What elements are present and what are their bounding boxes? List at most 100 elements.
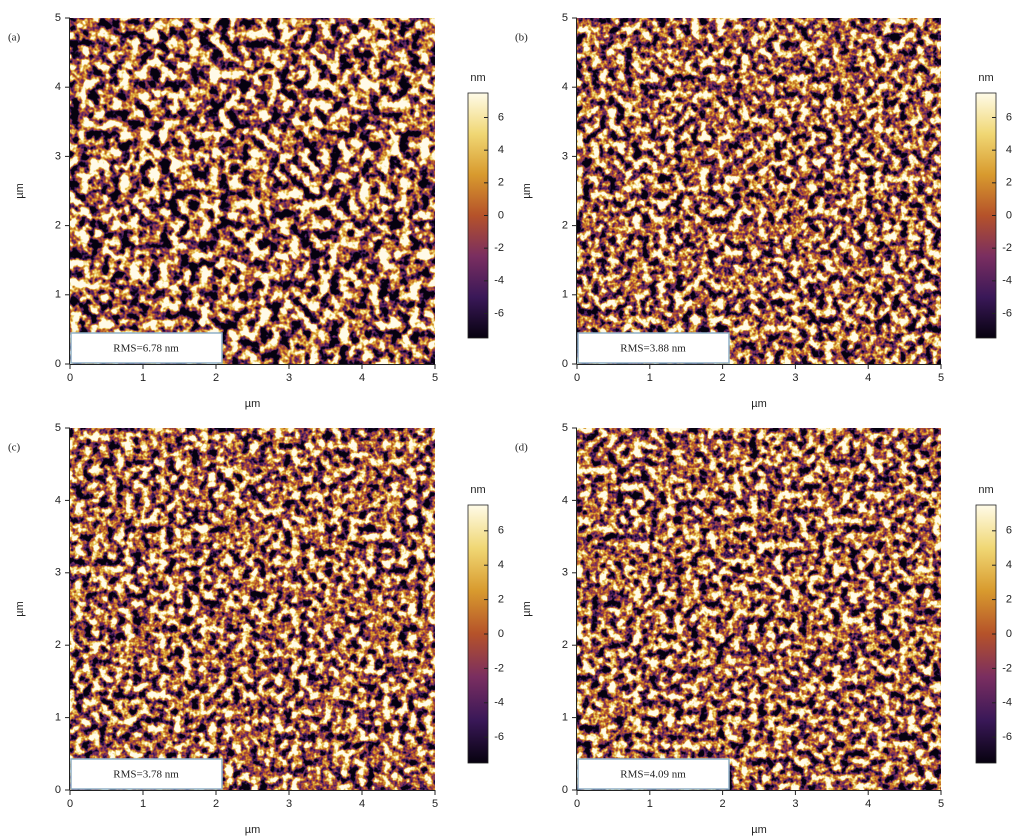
- x-tick-label: 2: [720, 798, 726, 810]
- y-tick-label: 4: [562, 494, 568, 506]
- y-tick-label: 1: [562, 289, 568, 301]
- y-tick-label: 5: [562, 422, 568, 434]
- y-tick-label: 2: [562, 639, 568, 651]
- x-tick-label: 0: [67, 798, 73, 810]
- y-tick-label: 4: [55, 494, 61, 506]
- colorbar-tick-label: -6: [494, 307, 504, 319]
- panel-label: (d): [515, 442, 528, 454]
- y-tick-label: 5: [55, 12, 61, 24]
- y-tick-label: 3: [562, 567, 568, 579]
- afm-image: [577, 428, 941, 790]
- colorbar-label: nm: [470, 72, 485, 84]
- y-axis-label: µm: [521, 183, 533, 199]
- colorbar-tick-label: -2: [494, 242, 504, 254]
- annotation-box: [70, 758, 223, 790]
- colorbar-tick-label: 2: [1006, 177, 1012, 189]
- afm-image: [70, 18, 435, 364]
- annotation: RMS=4.09 nm: [620, 769, 686, 781]
- y-tick-label: 1: [55, 712, 61, 724]
- colorbar-tick-label: -4: [494, 275, 504, 287]
- x-tick-label: 4: [865, 798, 871, 810]
- x-tick-label: 3: [792, 372, 798, 384]
- y-tick-label: 0: [55, 358, 61, 370]
- y-tick-label: 1: [562, 712, 568, 724]
- afm-image: [70, 428, 435, 790]
- x-tick-label: 2: [213, 798, 219, 810]
- x-tick-label: 5: [432, 798, 438, 810]
- y-tick-label: 0: [55, 784, 61, 796]
- y-tick-label: 3: [562, 150, 568, 162]
- y-tick-label: 4: [55, 81, 61, 93]
- annotation-box: [70, 332, 223, 364]
- y-tick-label: 2: [55, 220, 61, 232]
- y-tick-label: 2: [55, 639, 61, 651]
- colorbar-label: nm: [470, 484, 485, 496]
- x-tick-label: 0: [574, 798, 580, 810]
- x-axis-label: µm: [245, 398, 261, 410]
- x-tick-label: 2: [720, 372, 726, 384]
- x-tick-label: 0: [574, 372, 580, 384]
- x-tick-label: 3: [286, 798, 292, 810]
- y-axis-label: µm: [14, 183, 26, 199]
- colorbar-label: nm: [978, 484, 993, 496]
- y-tick-label: 2: [562, 220, 568, 232]
- x-tick-label: 0: [67, 372, 73, 384]
- colorbar-tick-label: 2: [498, 594, 504, 606]
- x-tick-label: 1: [647, 372, 653, 384]
- colorbar-label: nm: [978, 72, 993, 84]
- x-tick-label: 1: [140, 372, 146, 384]
- y-tick-label: 0: [562, 784, 568, 796]
- x-axis-label: µm: [245, 824, 261, 836]
- y-tick-label: 4: [562, 81, 568, 93]
- colorbar-tick-label: 2: [1006, 594, 1012, 606]
- colorbar-tick-label: -2: [494, 662, 504, 674]
- colorbar-tick-label: 6: [1006, 525, 1012, 537]
- x-tick-label: 4: [865, 372, 871, 384]
- colorbar-tick-label: -6: [1002, 731, 1012, 743]
- x-tick-label: 4: [359, 798, 365, 810]
- annotation: RMS=6.78 nm: [113, 343, 179, 355]
- afm-image: [577, 18, 941, 364]
- panel-label: (c): [8, 442, 21, 454]
- y-tick-label: 5: [55, 422, 61, 434]
- x-tick-label: 2: [213, 372, 219, 384]
- x-axis-label: µm: [751, 398, 767, 410]
- y-tick-label: 3: [55, 150, 61, 162]
- annotation-box: [577, 758, 730, 790]
- colorbar-tick-label: 0: [1006, 628, 1012, 640]
- colorbar-tick-label: -2: [1002, 242, 1012, 254]
- colorbar-tick-label: 2: [498, 177, 504, 189]
- colorbar-tick-label: 4: [1006, 144, 1012, 156]
- colorbar-tick-label: 6: [498, 111, 504, 123]
- annotation-box: [577, 332, 730, 364]
- annotation: RMS=3.78 nm: [113, 769, 179, 781]
- colorbar-tick-label: -6: [1002, 307, 1012, 319]
- x-tick-label: 1: [140, 798, 146, 810]
- x-tick-label: 3: [286, 372, 292, 384]
- y-tick-label: 1: [55, 289, 61, 301]
- colorbar-tick-label: 6: [498, 525, 504, 537]
- colorbar-tick-label: -2: [1002, 662, 1012, 674]
- x-tick-label: 5: [938, 798, 944, 810]
- colorbar-tick-label: 0: [1006, 209, 1012, 221]
- x-tick-label: 5: [432, 372, 438, 384]
- x-axis-label: µm: [751, 824, 767, 836]
- colorbar-tick-label: -4: [1002, 275, 1012, 287]
- panel-label: (a): [8, 32, 21, 44]
- y-tick-label: 5: [562, 12, 568, 24]
- colorbar-tick-label: 0: [498, 209, 504, 221]
- x-tick-label: 1: [647, 798, 653, 810]
- colorbar-tick-label: 0: [498, 628, 504, 640]
- x-tick-label: 3: [792, 798, 798, 810]
- colorbar-tick-label: 6: [1006, 111, 1012, 123]
- colorbar-tick-label: -6: [494, 731, 504, 743]
- y-tick-label: 0: [562, 358, 568, 370]
- y-axis-label: µm: [14, 601, 26, 617]
- panel-label: (b): [515, 32, 528, 44]
- x-tick-label: 4: [359, 372, 365, 384]
- colorbar-tick-label: -4: [494, 697, 504, 709]
- colorbar-tick-label: 4: [498, 144, 504, 156]
- colorbar-tick-label: -4: [1002, 697, 1012, 709]
- x-tick-label: 5: [938, 372, 944, 384]
